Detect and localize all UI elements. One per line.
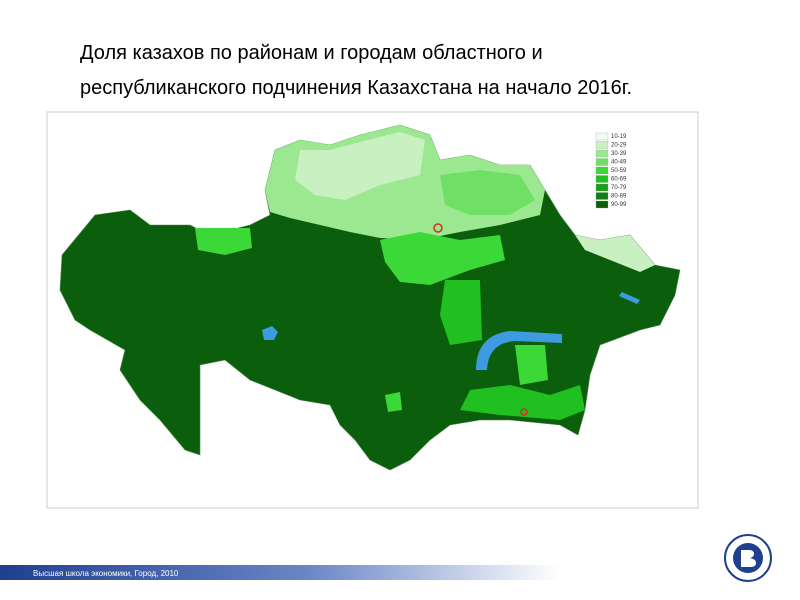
legend-swatch — [595, 200, 609, 209]
legend-swatch — [595, 149, 609, 158]
legend-swatch — [595, 132, 609, 141]
city-marker — [433, 223, 443, 233]
south-region — [515, 345, 548, 385]
title-line: республиканского подчинения Казахстана н… — [80, 77, 633, 99]
legend-label: 20-29 — [611, 143, 627, 149]
logo — [724, 534, 772, 582]
south-region — [460, 385, 585, 420]
south-region — [385, 392, 402, 412]
central-region — [440, 280, 482, 345]
legend-swatch — [595, 141, 609, 149]
legend-label: 60-69 — [611, 177, 627, 183]
legend-label: 40-49 — [611, 160, 627, 166]
legend-swatch — [595, 175, 609, 183]
legend-label: 10-19 — [611, 134, 627, 140]
east-region — [575, 235, 655, 272]
footer-bar — [0, 565, 560, 580]
title-line: Доля казахов по районам и городам област… — [80, 42, 543, 64]
north-region — [295, 132, 425, 200]
legend-swatch — [595, 183, 609, 192]
legend-label: 50-59 — [611, 168, 627, 174]
city-marker — [520, 408, 528, 416]
legend-label: 90-99 — [611, 202, 627, 208]
lake — [476, 331, 562, 370]
lake — [262, 326, 278, 340]
lake — [619, 292, 640, 304]
legend-label: 30-39 — [611, 151, 627, 157]
legend: 10-19 20-29 30-39 40-49 50-59 60-69 70-79 80-89… — [595, 132, 627, 209]
legend-label: 70-79 — [611, 185, 627, 191]
footer-text: Высшая школа экономики, Город, 2010 — [33, 569, 179, 578]
north-region — [380, 232, 505, 285]
west-region — [195, 228, 252, 255]
legend-label: 80-89 — [611, 194, 627, 200]
legend-swatch — [595, 158, 609, 166]
legend-swatch — [595, 192, 609, 200]
legend-swatch — [595, 166, 609, 175]
north-region — [440, 170, 535, 215]
